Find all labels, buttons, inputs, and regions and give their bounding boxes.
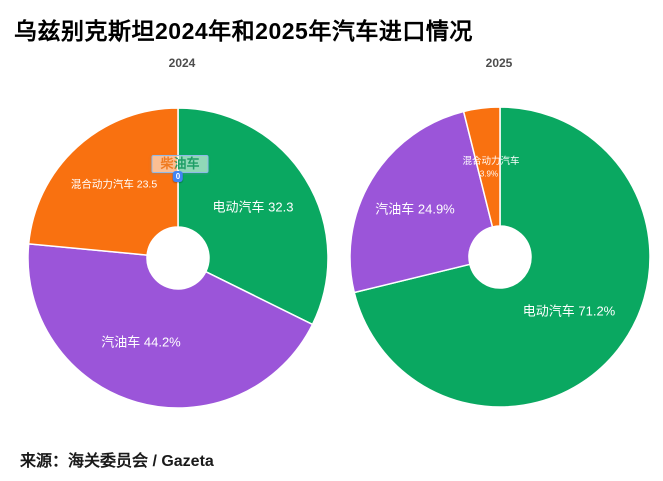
pie-slice[interactable] [353, 106, 651, 408]
pie-slice[interactable] [462, 106, 501, 228]
slice-label-2025-hybrid: 混合动力汽车 [462, 156, 520, 167]
pie-slice[interactable] [27, 243, 314, 409]
slice-label-2025-electric: 电动汽车 71.2% [522, 303, 616, 319]
pie-slice[interactable] [177, 107, 329, 326]
slice-label-2024-hybrid: 混合动力汽车 23.5 [70, 178, 158, 191]
pie-slice[interactable] [27, 107, 179, 256]
slice-label-2025-hybrid-value: 3.9% [479, 169, 499, 179]
tooltip-diesel-label: 柴油车 [160, 156, 200, 171]
pie-slice[interactable] [349, 110, 494, 294]
slice-label-2025-gasoline: 汽油车 24.9% [375, 201, 455, 217]
donut-2025 [349, 106, 651, 408]
page-title: 乌兹别克斯坦2024年和2025年汽车进口情况 [14, 18, 473, 44]
slice-label-2024-electric: 电动汽车 32.3 [212, 199, 294, 215]
source-attribution: 来源：海关委员会 / Gazeta [20, 453, 214, 470]
tooltip-diesel-value-badge: 0 [172, 171, 184, 182]
chart-title-2025: 2025 [485, 56, 513, 70]
chart-title-2024: 2024 [168, 56, 196, 70]
donut-2024 [27, 107, 329, 409]
slice-label-2024-gasoline: 汽油车 44.2% [101, 334, 181, 350]
